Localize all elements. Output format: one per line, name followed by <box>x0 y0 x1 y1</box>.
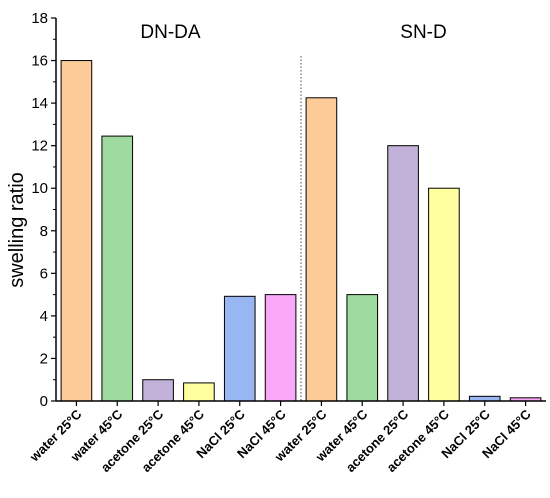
y-tick-label: 8 <box>40 223 48 240</box>
bar-2 <box>101 135 134 402</box>
y-axis-title: swelling ratio <box>6 172 28 288</box>
group-title-1: DN-DA <box>140 22 200 43</box>
bar-10 <box>428 187 460 402</box>
bar-6 <box>264 294 297 402</box>
bar-5 <box>223 295 256 402</box>
bars-layer <box>60 60 542 402</box>
bar-1 <box>60 60 93 402</box>
bar-9 <box>387 145 419 402</box>
y-tick-label: 4 <box>40 308 48 325</box>
group-title-2: SN-D <box>400 22 446 43</box>
y-tick-label: 10 <box>31 180 48 197</box>
y-tick-label: 0 <box>40 393 48 410</box>
axes-layer <box>51 17 546 406</box>
y-tick-label: 6 <box>40 265 48 282</box>
bar-4 <box>183 382 215 402</box>
bar-8 <box>346 294 379 402</box>
y-tick-label: 16 <box>31 53 48 70</box>
y-tick-label: 2 <box>40 350 48 367</box>
y-tick-label: 18 <box>31 10 48 27</box>
bar-3 <box>142 379 174 402</box>
bar-7 <box>305 97 338 402</box>
y-tick-label: 14 <box>31 95 48 112</box>
y-tick-label: 12 <box>31 138 48 155</box>
